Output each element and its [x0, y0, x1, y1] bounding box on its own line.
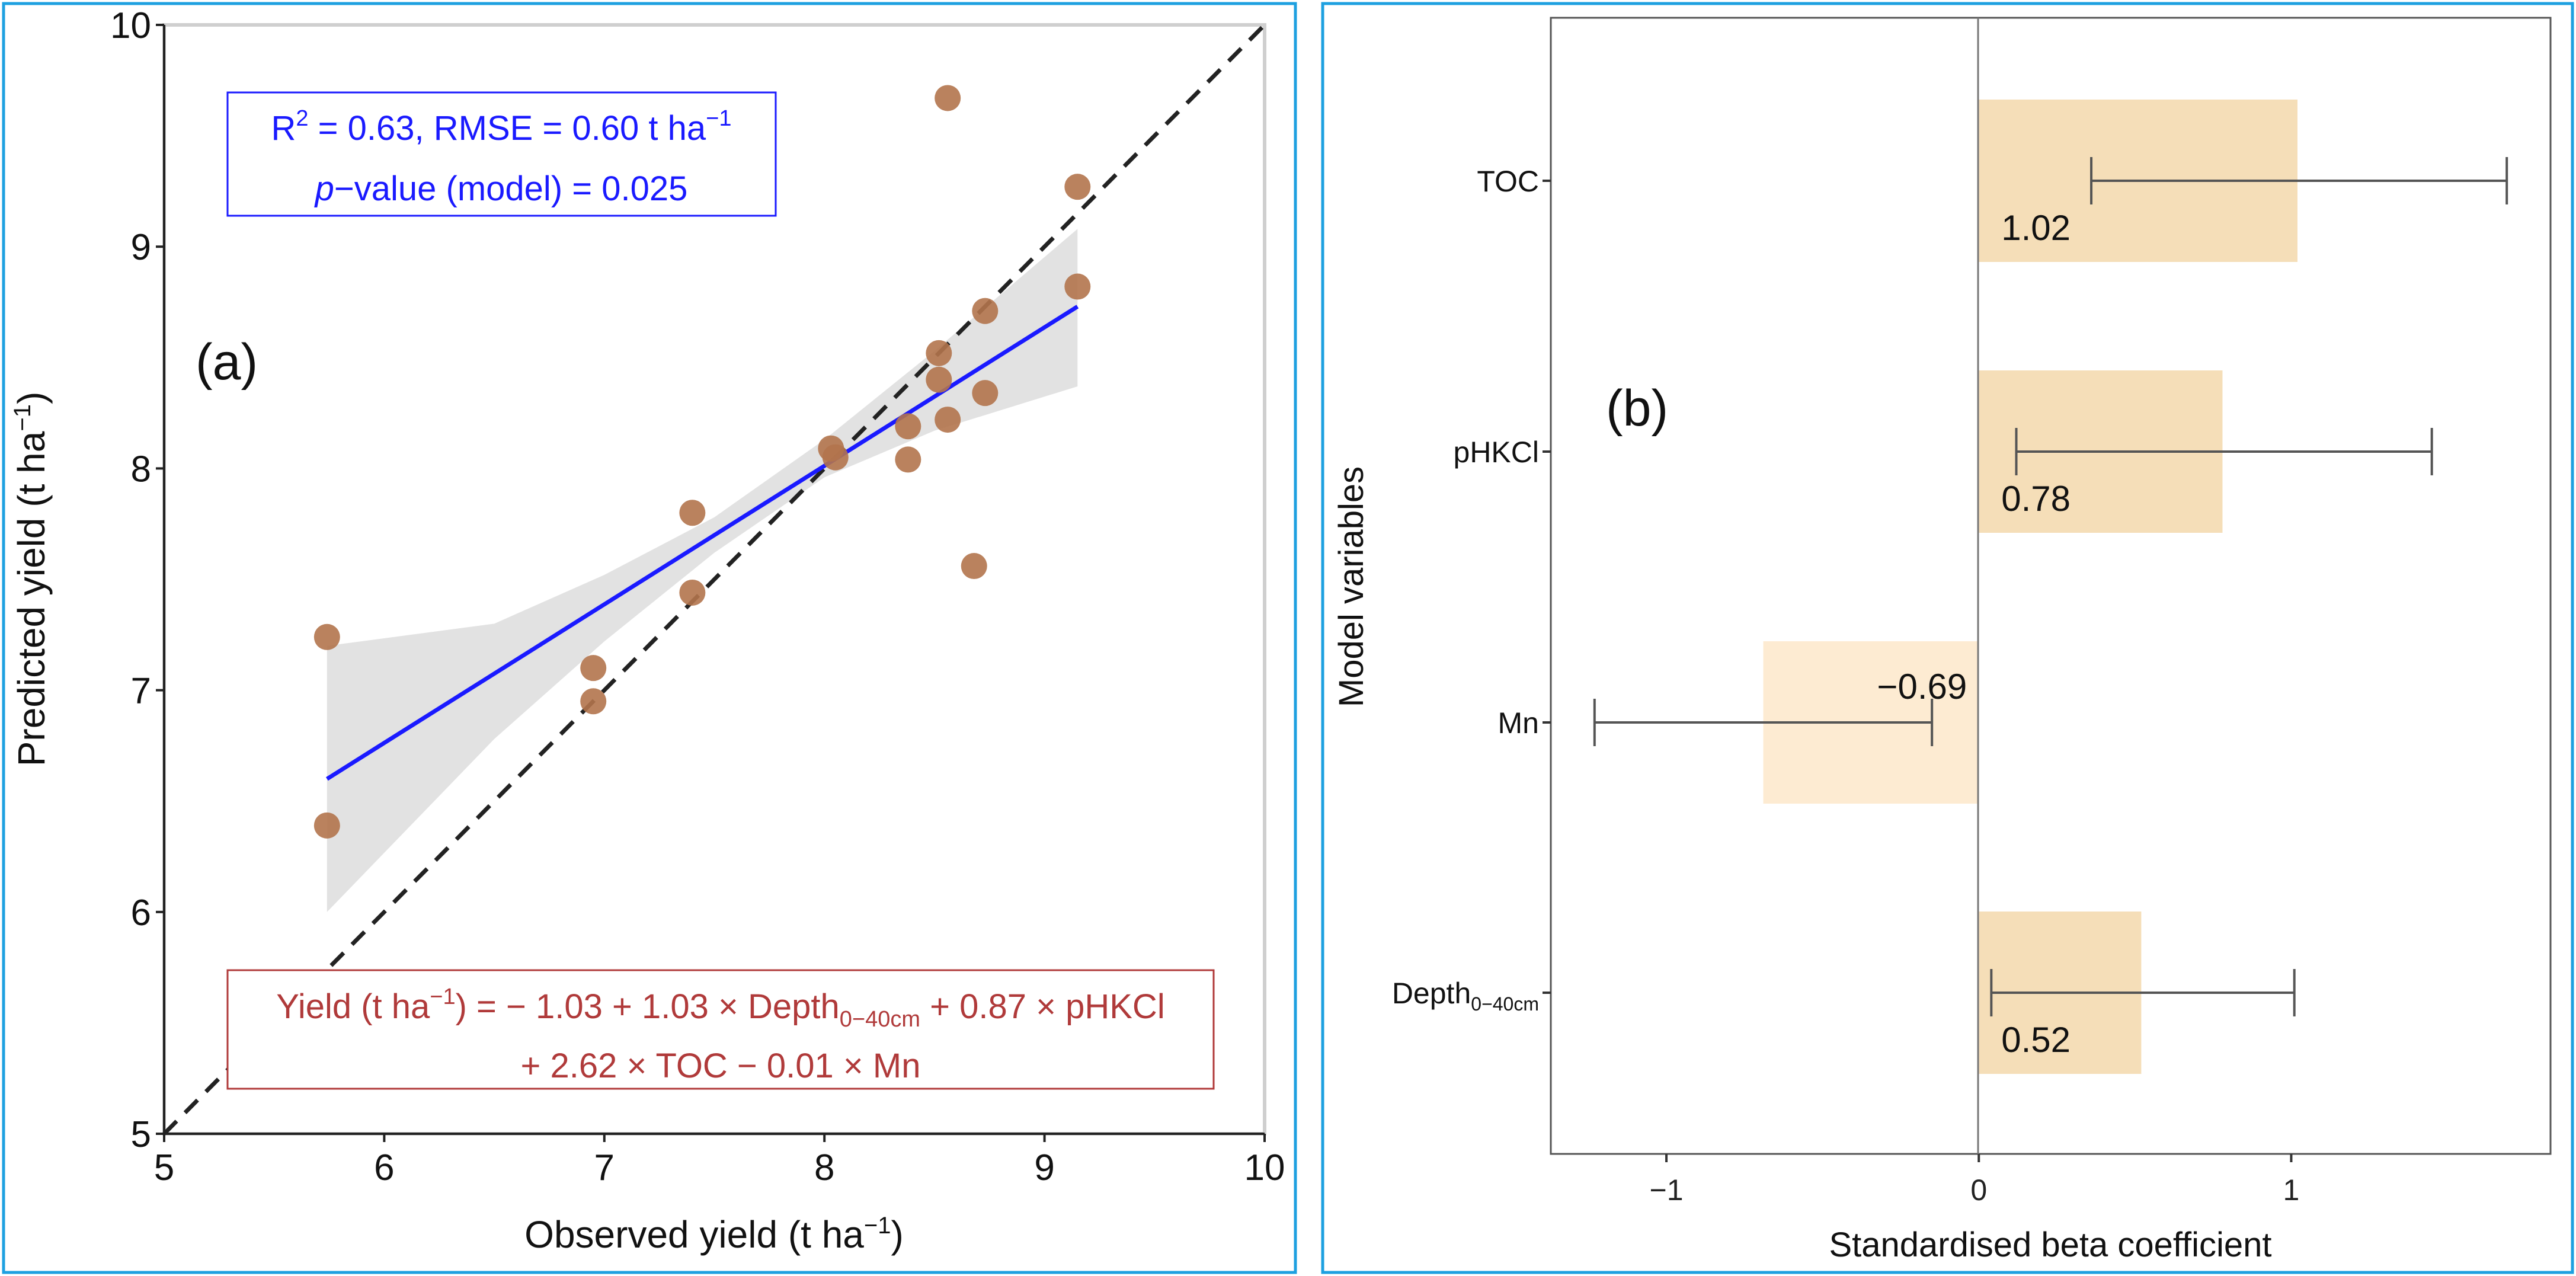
y-tick-label: 9 [131, 227, 151, 268]
data-point [313, 812, 340, 839]
category-label: TOC [1477, 165, 1539, 198]
data-point [1064, 174, 1091, 200]
value-label: 0.52 [2001, 1020, 2071, 1060]
stats-line-1: R2 = 0.63, RMSE = 0.60 t ha−1 [271, 106, 732, 148]
category-label: pHKCl [1454, 436, 1539, 469]
x-axis-title-b: Standardised beta coefficient [1829, 1226, 2271, 1264]
y-tick-label: 5 [131, 1114, 151, 1155]
x-axis-title-a: Observed yield (t ha−1) [524, 1213, 904, 1256]
identity-line [162, 23, 1266, 1136]
x-tick-label: 6 [374, 1147, 394, 1188]
category-main: TOC [1477, 165, 1539, 198]
equation-line-2: + 2.62 × TOC − 0.01 × Mn [521, 1047, 921, 1085]
panel-a-frame [2, 2, 1297, 1274]
equation-box-frame [226, 969, 1215, 1090]
data-point [961, 553, 987, 580]
category-label: Mn [1498, 706, 1539, 740]
regression-line [325, 305, 1079, 781]
y-tick-label: 10 [110, 5, 151, 46]
data-point [580, 688, 607, 715]
y-tick-label: 8 [131, 449, 151, 490]
stats-line-2: p−value (model) = 0.025 [314, 170, 688, 208]
confidence-band [327, 229, 1078, 912]
data-point [926, 340, 952, 366]
data-point [679, 579, 706, 606]
x-tick-label: −1 [1650, 1173, 1684, 1207]
data-point [313, 623, 340, 650]
data-point [972, 298, 999, 324]
error-bars [1593, 157, 2508, 1016]
confidence-band-area [327, 229, 1078, 912]
x-tick-label: 0 [1970, 1173, 1987, 1207]
value-label: 0.78 [2001, 479, 2071, 519]
x-tick-label: 5 [154, 1147, 174, 1188]
data-point [1064, 273, 1091, 300]
x-tick-label: 10 [1244, 1147, 1285, 1188]
panel-label-b: (b) [1606, 380, 1668, 437]
bar-chart: 1.020.78−0.690.52 TOCpHKClMnDepth0−40cm … [1332, 17, 2552, 1264]
plot-area-b [1550, 17, 2552, 1155]
data-point [935, 85, 961, 111]
value-labels: 1.02 0.78 −0.69 0.52 [1877, 208, 2071, 1060]
category-label: Depth0−40cm [1392, 977, 1539, 1015]
data-point [935, 407, 961, 433]
data-point [895, 413, 921, 440]
equation-box: Yield (t ha−1) = − 1.03 + 1.03 × Depth0−… [226, 969, 1215, 1090]
x-tick-label: 7 [594, 1147, 615, 1188]
category-main: Mn [1498, 706, 1539, 740]
x-tick-label: 1 [2283, 1173, 2300, 1207]
data-point [679, 500, 706, 526]
data-points [313, 85, 1091, 839]
data-point [972, 380, 999, 407]
stats-box: R2 = 0.63, RMSE = 0.60 t ha−1 p−value (m… [226, 91, 777, 217]
x-ticks-b: −1 0 1 [1650, 1154, 2300, 1207]
data-point [926, 366, 952, 393]
y-tick-label: 7 [131, 671, 151, 712]
data-point [895, 446, 921, 473]
x-tick-label: 9 [1034, 1147, 1054, 1188]
category-sub: 0−40cm [1471, 993, 1539, 1015]
y-ticks-a: 5 6 7 8 9 10 [110, 5, 164, 1155]
y-axis-title-b: Model variables [1332, 466, 1371, 707]
panel-label-a: (a) [196, 334, 258, 391]
panel-b-frame [1321, 2, 2574, 1274]
equation-line-1: Yield (t ha−1) = − 1.03 + 1.03 × Depth0−… [276, 984, 1164, 1032]
category-labels: TOC pHKCl Mn Depth0−40cm [1392, 165, 1551, 1015]
value-label: −0.69 [1877, 667, 1967, 706]
regression-fit-line [325, 305, 1079, 781]
category-main: pHKCl [1454, 436, 1539, 469]
value-label: 1.02 [2001, 208, 2071, 248]
y-axis-title-a: Predicted yield (t ha−1) [9, 392, 53, 767]
x-ticks-a: 5 6 7 8 9 10 [154, 1134, 1285, 1188]
stats-box-frame [226, 91, 777, 217]
identity-dashed-line [162, 23, 1266, 1136]
category-main: Depth [1392, 977, 1471, 1010]
y-tick-label: 6 [131, 893, 151, 933]
x-tick-label: 8 [814, 1147, 834, 1188]
data-point [580, 655, 607, 682]
data-point [822, 444, 849, 471]
